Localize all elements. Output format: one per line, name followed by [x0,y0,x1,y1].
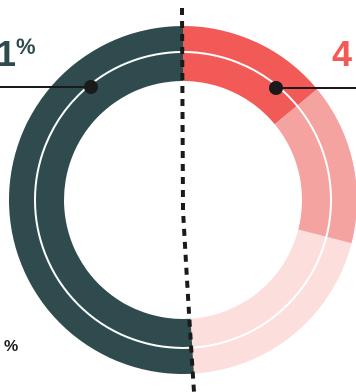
right-leader-dot [269,81,283,95]
right-percentage-label: 4 [332,33,352,74]
donut-slices [8,26,356,375]
left-percentage-label: 1% [0,33,36,74]
dashed-divider [180,7,196,392]
left-leader-dot [84,80,98,94]
donut-slice-0 [8,26,194,375]
donut-slice-1 [183,26,318,125]
donut-slice-2 [274,89,356,244]
bottom-left-percent-label: % [4,338,18,355]
donut-slice-3 [190,229,352,374]
